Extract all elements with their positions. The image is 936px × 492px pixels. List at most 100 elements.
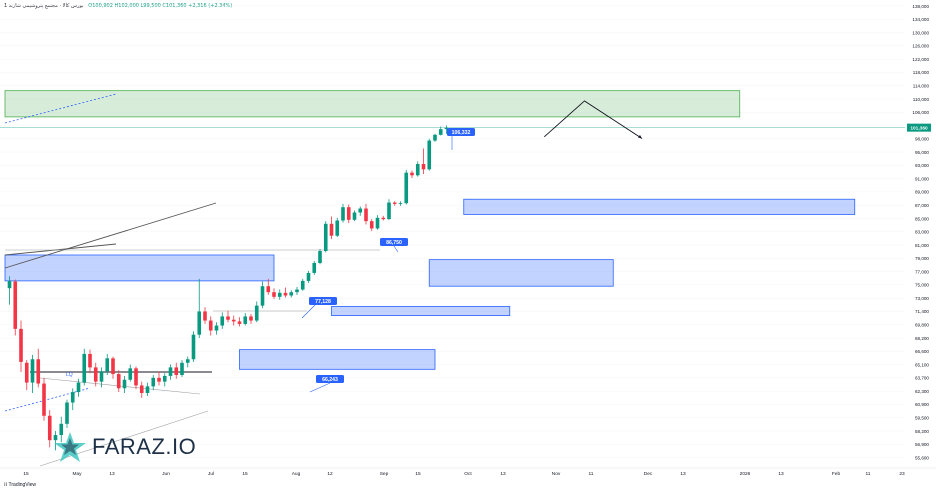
candle-body[interactable] [191, 334, 196, 360]
projection-path[interactable] [543, 100, 643, 139]
candle-body[interactable] [243, 316, 248, 324]
candle-body[interactable] [249, 316, 253, 321]
price-callout[interactable] [447, 128, 475, 136]
candle-body[interactable] [323, 223, 328, 252]
candle-body[interactable] [145, 386, 150, 394]
trendline-lower[interactable] [4, 243, 117, 256]
candle-body[interactable] [427, 140, 432, 170]
candle-body[interactable] [404, 172, 409, 204]
candle-body[interactable] [335, 220, 340, 236]
candle-body[interactable] [318, 251, 322, 263]
candle-body[interactable] [358, 208, 363, 213]
candle-body[interactable] [30, 359, 35, 383]
candle-body[interactable] [128, 368, 133, 380]
candle-body[interactable] [174, 367, 179, 375]
candle-body[interactable] [295, 289, 299, 293]
candle-body[interactable] [76, 382, 81, 393]
candle-body[interactable] [93, 367, 98, 382]
candle-body[interactable] [329, 223, 334, 236]
candle-body[interactable] [260, 286, 265, 306]
candle-body[interactable] [105, 358, 110, 372]
last-price-tag[interactable] [907, 123, 931, 132]
candle-body[interactable] [208, 320, 213, 331]
candle-body[interactable] [289, 292, 294, 296]
candle-body[interactable] [7, 280, 12, 289]
x-tick-label: 13 [680, 471, 686, 477]
candle-body[interactable] [47, 415, 52, 441]
candle-body[interactable] [381, 217, 386, 220]
candle-body[interactable] [139, 385, 144, 394]
candle-body[interactable] [185, 359, 190, 363]
demand-zone[interactable] [331, 306, 511, 316]
candle-body[interactable] [352, 212, 357, 220]
y-tick-label: 114,000 [913, 83, 930, 88]
candle-body[interactable] [88, 353, 92, 368]
candle-body[interactable] [24, 362, 29, 383]
candle-body[interactable] [53, 435, 58, 441]
wedge-line-bottom[interactable] [39, 410, 209, 467]
candle-body[interactable] [134, 368, 138, 386]
y-tick-label: 126,000 [912, 44, 929, 49]
candle-body[interactable] [283, 292, 288, 296]
candle-body[interactable] [42, 383, 46, 416]
candle-body[interactable] [162, 375, 167, 382]
demand-zone[interactable] [239, 349, 436, 370]
candle-body[interactable] [180, 362, 184, 375]
candle-body[interactable] [433, 134, 437, 141]
candle-body[interactable] [36, 359, 41, 384]
demand-zone[interactable] [428, 259, 614, 287]
candle-body[interactable] [421, 164, 426, 170]
candle-body[interactable] [111, 358, 115, 375]
candle-body[interactable] [116, 374, 121, 389]
candle-body[interactable] [369, 221, 374, 229]
candle-body[interactable] [415, 164, 420, 176]
candle-body[interactable] [387, 202, 391, 220]
candle-body[interactable] [70, 392, 75, 403]
tradingview-logo[interactable]: ⁝⁝ TradingView [4, 482, 37, 488]
candle-body[interactable] [300, 280, 305, 290]
candle-body[interactable] [341, 207, 345, 221]
price-callout[interactable] [316, 375, 344, 383]
price-callout[interactable] [380, 238, 408, 246]
candle-body[interactable] [226, 316, 230, 320]
demand-zone[interactable] [463, 198, 856, 215]
demand-zone[interactable] [4, 254, 275, 282]
candle-body[interactable] [410, 172, 414, 176]
candle-body[interactable] [82, 353, 87, 383]
candle-body[interactable] [312, 262, 317, 273]
candle-body[interactable] [346, 207, 351, 220]
candle-body[interactable] [59, 423, 64, 436]
trendline-upper[interactable] [4, 202, 217, 269]
candle-body[interactable] [392, 202, 397, 204]
price-callout[interactable] [309, 297, 337, 305]
candle-body[interactable] [444, 127, 449, 130]
candle-body[interactable] [151, 377, 156, 387]
candle-body[interactable] [220, 316, 225, 326]
candle-body[interactable] [254, 305, 259, 321]
candle-body[interactable] [13, 281, 18, 329]
candle-body[interactable] [197, 311, 202, 335]
dashed-trendline-low[interactable] [4, 387, 91, 412]
candle-body[interactable] [438, 129, 443, 135]
candle-body[interactable] [157, 377, 161, 382]
candle-body[interactable] [122, 379, 127, 389]
candle-body[interactable] [214, 325, 219, 331]
candle-body[interactable] [168, 367, 173, 376]
candle-body[interactable] [231, 319, 236, 322]
candle-body[interactable] [237, 321, 242, 324]
dashed-trendline[interactable] [4, 93, 117, 124]
candle-body[interactable] [266, 286, 271, 293]
candle-body[interactable] [203, 311, 207, 321]
candle-body[interactable] [65, 402, 69, 424]
candle-body[interactable] [306, 272, 311, 281]
supply-zone[interactable] [4, 90, 741, 118]
candle-body[interactable] [19, 328, 23, 362]
candle-body[interactable] [375, 217, 380, 229]
candle-body[interactable] [272, 292, 276, 297]
candle-body[interactable] [277, 292, 282, 297]
candle-body[interactable] [398, 203, 403, 205]
candle-body[interactable] [99, 371, 104, 382]
candle-body[interactable] [364, 208, 368, 222]
x-tick-label: Nov [552, 471, 561, 477]
